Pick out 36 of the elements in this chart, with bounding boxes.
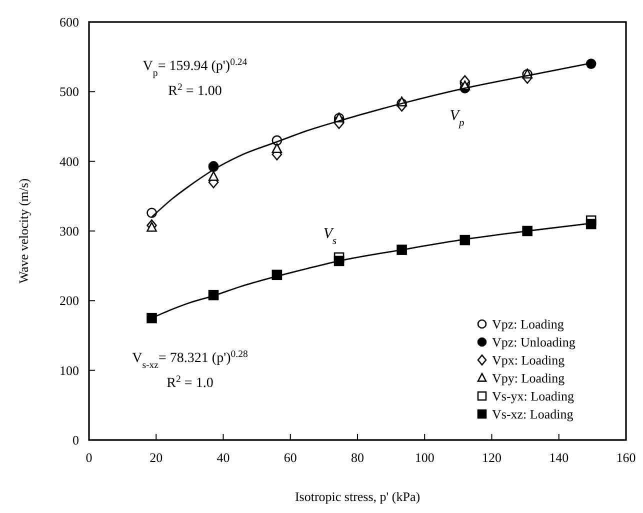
x-tick-label: 20	[150, 450, 163, 465]
annotation: V$_{s-xz}$= 78.321 (p')$^{0.28}$	[132, 348, 248, 370]
legend-label: Vs-xz: Loading	[492, 406, 574, 422]
y-tick-label: 200	[60, 293, 79, 308]
annotation: V$_{s}$	[323, 226, 337, 246]
point	[396, 244, 407, 255]
annotation: V$_{p}$	[450, 108, 464, 128]
y-tick-label: 600	[60, 14, 79, 30]
legend-label: Vpy: Loading	[492, 370, 566, 386]
y-axis-title: Wave velocity (m/s)	[16, 178, 31, 284]
legend-label: Vs-yx: Loading	[492, 388, 574, 404]
x-tick-label: 80	[351, 450, 364, 465]
legend-label: Vpx: Loading	[492, 352, 566, 368]
x-tick-label: 100	[414, 450, 434, 465]
x-axis-title: Isotropic stress, p' (kPa)	[294, 489, 420, 504]
point	[146, 312, 157, 324]
point	[146, 222, 157, 232]
x-tick-label: 0	[86, 450, 92, 465]
y-tick-label: 100	[60, 362, 79, 378]
annotation: V$_{p}$= 159.94 (p')$^{0.24}$	[142, 56, 248, 78]
y-tick-label: 300	[60, 224, 79, 239]
annotation: R$^{2}$ = 1.0	[166, 374, 214, 391]
legend-label: Vpz: Unloading	[492, 334, 576, 350]
x-tick-label: 120	[482, 450, 502, 465]
legend-label: Vpz: Loading	[492, 316, 564, 332]
x-tick-label: 40	[216, 450, 230, 465]
x-tick-label: 140	[549, 450, 569, 465]
x-tick-label: 60	[284, 450, 297, 465]
y-tick-label: 400	[60, 154, 79, 169]
point	[272, 143, 282, 154]
point	[586, 58, 596, 69]
annotation: R$^{2}$ = 1.00	[168, 82, 222, 99]
point	[208, 171, 219, 181]
x-tick-label: 160	[616, 450, 636, 465]
y-tick-label: 500	[60, 84, 79, 100]
y-tick-label: 0	[72, 432, 79, 448]
